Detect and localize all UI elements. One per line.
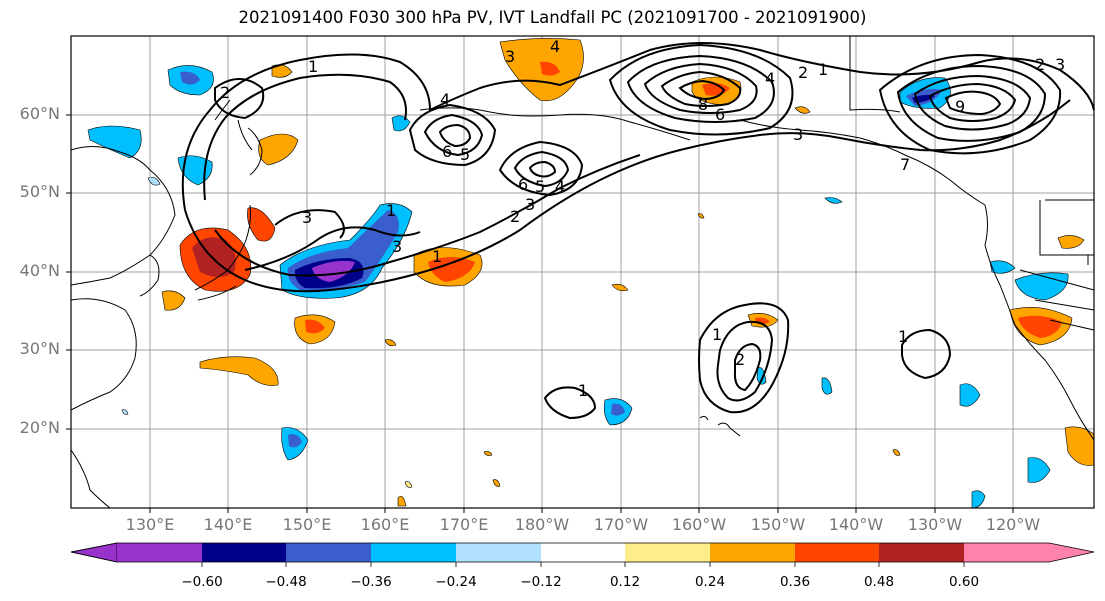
lat-label-30n: 30°N <box>19 339 60 358</box>
lon-label: 170°E <box>439 515 489 534</box>
contour-label: 3 <box>505 47 515 66</box>
contour-labels: 1 2 3 4 1 2 4 8 6 3 3 2 9 7 4 6 5 6 5 4 … <box>220 37 1065 400</box>
contour-label: 4 <box>550 37 560 56</box>
colorbar-swatch <box>964 543 1049 562</box>
colorbar-swatch <box>625 543 710 562</box>
colorbar-swatch <box>541 543 625 562</box>
colorbar-swatch <box>710 543 795 562</box>
contour-label: 1 <box>432 247 442 266</box>
contour-label: 6 <box>518 175 528 194</box>
contour-label: 4 <box>555 177 565 196</box>
colorbar-tick-label: 0.12 <box>609 574 641 590</box>
contour-label: 6 <box>715 105 725 124</box>
lon-label: 160°W <box>671 515 727 534</box>
lon-label: 130°E <box>125 515 175 534</box>
colorbar-tick-label: 0.24 <box>694 574 726 590</box>
contour-label: 2 <box>510 207 520 226</box>
colorbar-swatch <box>286 543 371 562</box>
colorbar-tick-label: −0.24 <box>435 574 477 590</box>
contour-label: 1 <box>386 201 396 220</box>
colorbar-tick-label: −0.36 <box>350 574 392 590</box>
colorbar <box>70 542 1095 567</box>
colorbar-swatch <box>1049 543 1094 562</box>
colorbar-swatch <box>879 543 964 562</box>
lon-label: 150°E <box>282 515 332 534</box>
contour-label: 1 <box>578 381 588 400</box>
colorbar-tick-label: 0.60 <box>948 574 980 590</box>
contour-label: 3 <box>525 195 535 214</box>
lon-label: 140°W <box>828 515 884 534</box>
contour-label: 2 <box>735 350 745 369</box>
contour-label: 2 <box>1035 55 1045 74</box>
lon-label: 120°W <box>985 515 1041 534</box>
axis-ticks <box>66 114 1014 513</box>
contour-label: 7 <box>900 155 910 174</box>
lon-label: 180°W <box>514 515 570 534</box>
contour-label: 1 <box>308 57 318 76</box>
lat-label-20n: 20°N <box>19 418 60 437</box>
lon-label: 140°E <box>203 515 253 534</box>
colorbar-tick-label: 0.48 <box>863 574 895 590</box>
colorbar-tick-label: −0.48 <box>265 574 307 590</box>
contour-label: 1 <box>712 325 722 344</box>
north-america-coastline <box>984 204 1095 441</box>
contour-label: 3 <box>302 208 312 227</box>
contour-label: 3 <box>392 237 402 256</box>
colorbar-outline <box>70 542 1095 563</box>
japan-coastline <box>194 204 251 291</box>
contour-label: 2 <box>798 63 808 82</box>
lat-label-60n: 60°N <box>19 104 60 123</box>
colorbar-swatch <box>117 543 202 562</box>
contour-label: 3 <box>1055 55 1065 74</box>
contour-label: 2 <box>220 83 230 102</box>
contour-label: 6 <box>442 142 452 161</box>
asia-coastline <box>70 146 176 286</box>
lon-label: 160°E <box>360 515 410 534</box>
colorbar-tick-label: 0.36 <box>779 574 811 590</box>
contour-label: 9 <box>955 97 965 116</box>
colorbar-swatch <box>371 543 456 562</box>
contour-label: 1 <box>898 327 908 346</box>
ivt-contours <box>181 42 1095 420</box>
lat-label-50n: 50°N <box>19 182 60 201</box>
contour-label: 4 <box>440 90 450 109</box>
contour-label: 1 <box>818 60 828 79</box>
colorbar-swatch <box>456 543 541 562</box>
lon-label: 130°W <box>907 515 963 534</box>
colorbar-swatch <box>795 543 879 562</box>
colorbar-swatch <box>202 543 286 562</box>
contour-label: 4 <box>765 69 775 88</box>
map-title: 2021091400 F030 300 hPa PV, IVT Landfall… <box>238 8 867 27</box>
contour-label: 5 <box>460 145 470 164</box>
lat-label-40n: 40°N <box>19 261 60 280</box>
contour-label: 3 <box>793 125 803 144</box>
colorbar-swatch <box>70 542 118 563</box>
colorbar-tick-label: −0.60 <box>181 574 223 590</box>
lon-label: 150°W <box>750 515 806 534</box>
lon-label: 170°W <box>593 515 649 534</box>
contour-main-jet <box>181 42 1095 211</box>
contour-label: 5 <box>535 177 545 196</box>
colorbar-tick-label: −0.12 <box>520 574 562 590</box>
contour-label: 8 <box>698 95 708 114</box>
